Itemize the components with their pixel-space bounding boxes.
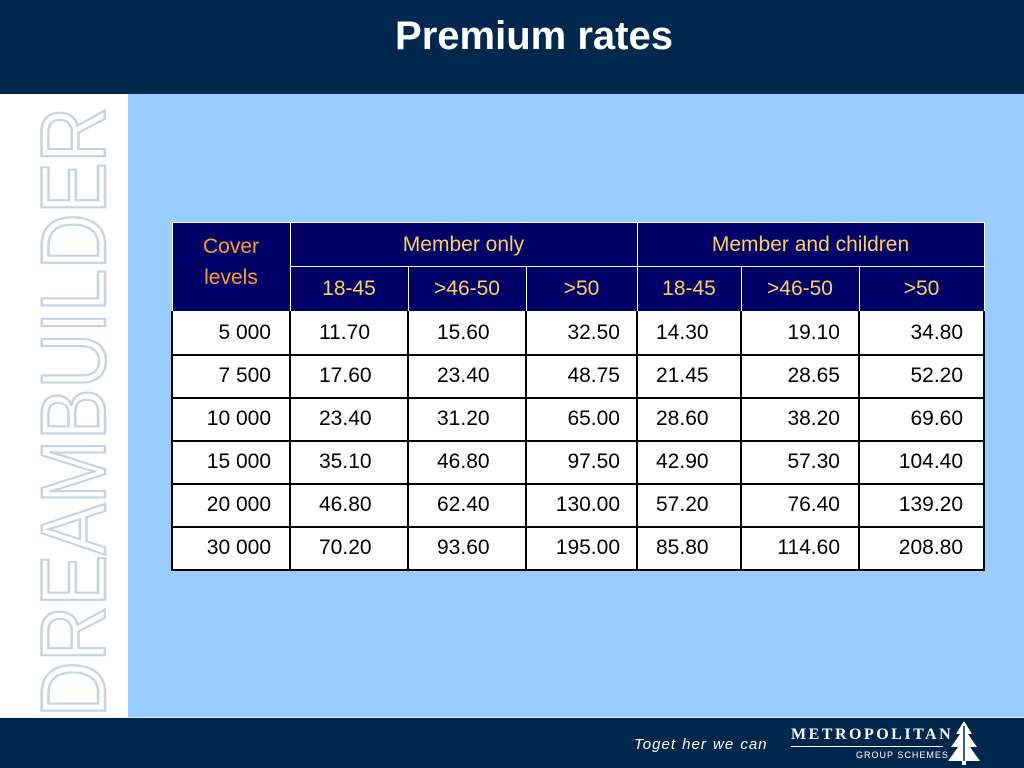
metropolitan-tree-icon (948, 721, 980, 765)
header-row-groups: Cover levels Member only Member and chil… (171, 222, 985, 312)
rate-cell: 23.40 (407, 353, 527, 399)
brand-subtitle: GROUP SCHEMES (856, 750, 949, 760)
rate-cell: 97.50 (525, 439, 638, 485)
footer-bar: Toget her we can METROPOLITAN GROUP SCHE… (0, 717, 1024, 768)
title-bar: Premium rates (0, 0, 1024, 94)
rate-cell: 32.50 (525, 311, 638, 356)
rate-cell: 52.20 (857, 353, 986, 399)
brand-name: METROPOLITAN (791, 726, 954, 743)
cover-level-cell: 7 500 (171, 353, 291, 399)
rate-cell: 114.60 (740, 525, 860, 571)
rate-cell: 57.20 (636, 482, 742, 528)
rate-cell: 76.40 (740, 482, 860, 528)
rate-cell: 85.80 (636, 525, 742, 571)
rate-cell: 46.80 (289, 482, 409, 528)
tagline: Toget her we can (634, 736, 768, 753)
rate-cell: 130.00 (525, 482, 638, 528)
premium-rates-table: Cover levels Member only Member and chil… (171, 222, 986, 571)
rate-cell: 11.70 (289, 311, 409, 356)
table-row: 5 000 11.70 15.60 32.50 14.30 19.10 34.8… (171, 311, 986, 356)
rate-cell: 42.90 (636, 439, 742, 485)
rate-cell: 28.65 (740, 353, 860, 399)
rate-cell: 28.60 (636, 396, 742, 442)
cover-level-cell: 15 000 (171, 439, 291, 485)
table-row: 7 500 17.60 23.40 48.75 21.45 28.65 52.2… (171, 353, 986, 399)
rate-cell: 14.30 (636, 311, 742, 356)
brand-divider (791, 746, 943, 747)
cover-level-cell: 5 000 (171, 311, 291, 356)
page-title: Premium rates (395, 14, 673, 58)
table-row: 15 000 35.10 46.80 97.50 42.90 57.30 104… (171, 439, 986, 485)
cover-levels-header: Cover levels (171, 222, 291, 312)
header-row-age-bands: 18-45 >46-50 >50 18-45 >46-50 >50 (172, 266, 985, 312)
rate-cell: 38.20 (740, 396, 860, 442)
rate-cell: 139.20 (857, 482, 986, 528)
rate-cell: 65.00 (525, 396, 638, 442)
rate-cell: 46.80 (407, 439, 527, 485)
table-row: 20 000 46.80 62.40 130.00 57.20 76.40 13… (171, 482, 986, 528)
rate-cell: 34.80 (857, 311, 986, 356)
rate-cell: 21.45 (636, 353, 742, 399)
rate-cell: 19.10 (740, 311, 860, 356)
rate-cell: 70.20 (289, 525, 409, 571)
dreambuilder-watermark: DREAMBUILDER (22, 106, 127, 717)
cover-levels-label: Cover levels (202, 235, 260, 289)
rate-cell: 23.40 (289, 396, 409, 442)
rate-cell: 69.60 (857, 396, 986, 442)
table-row: 10 000 23.40 31.20 65.00 28.60 38.20 69.… (171, 396, 986, 442)
member-and-children-header: Member and children (636, 222, 985, 267)
age-band-header: >50 (858, 266, 985, 312)
cover-level-cell: 20 000 (171, 482, 291, 528)
age-band-header: 18-45 (289, 266, 409, 312)
rate-cell: 57.30 (740, 439, 860, 485)
rate-cell: 31.20 (407, 396, 527, 442)
rate-cell: 208.80 (857, 525, 986, 571)
cover-level-cell: 10 000 (171, 396, 291, 442)
cover-level-cell: 30 000 (171, 525, 291, 571)
rate-cell: 35.10 (289, 439, 409, 485)
rate-cell: 104.40 (857, 439, 986, 485)
rate-cell: 15.60 (407, 311, 527, 356)
age-band-header: >46-50 (740, 266, 860, 312)
watermark-text: DREAMBUILDER (23, 107, 125, 717)
age-band-header: >50 (525, 266, 638, 312)
table-row: 30 000 70.20 93.60 195.00 85.80 114.60 2… (171, 525, 986, 571)
rate-cell: 93.60 (407, 525, 527, 571)
rate-cell: 62.40 (407, 482, 527, 528)
age-band-header: 18-45 (636, 266, 742, 312)
sidebar-watermark: DREAMBUILDER (0, 94, 128, 717)
rate-cell: 195.00 (525, 525, 638, 571)
rate-cell: 48.75 (525, 353, 638, 399)
age-band-header: >46-50 (407, 266, 527, 312)
rate-cell: 17.60 (289, 353, 409, 399)
member-only-header: Member only (289, 222, 638, 267)
